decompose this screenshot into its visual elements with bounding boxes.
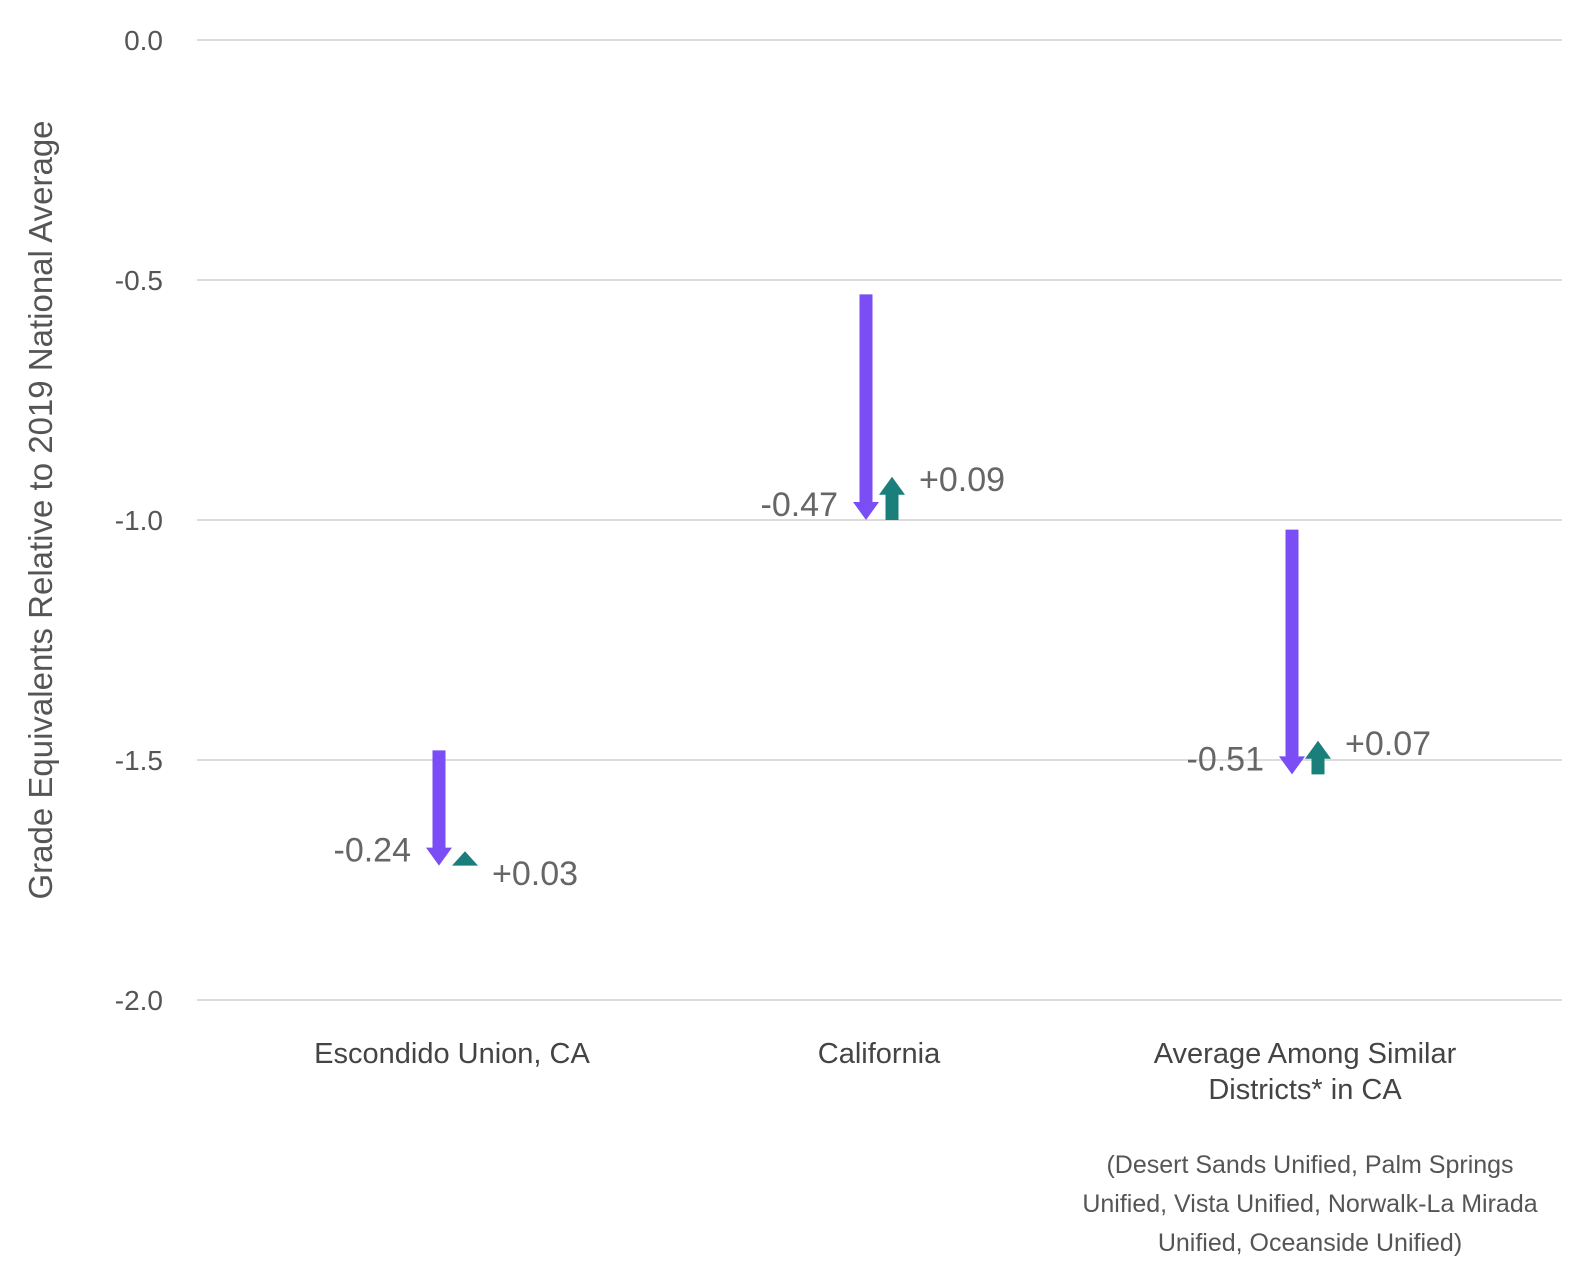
decline-arrow [1279,529,1305,775]
category-label: Escondido Union, CA [314,1038,590,1070]
recovery-value-label: +0.03 [492,855,578,893]
category-note-line: (Desert Sands Unified, Palm Springs [1106,1151,1513,1179]
decline-value-label: -0.24 [334,832,412,870]
category-label: Average Among Similar Districts* in CA [1154,1038,1457,1106]
recovery-arrow [1305,740,1331,775]
category-label: California [818,1038,941,1070]
y-tick-label: -1.0 [115,505,163,536]
recovery-value-label: +0.09 [919,461,1005,499]
y-axis-title: Grade Equivalents Relative to 2019 Natio… [22,120,59,899]
y-tick-label: -2.0 [115,985,163,1016]
y-tick-label: 0.0 [124,25,163,56]
gridlines [197,39,1562,1001]
decline-value-label: -0.47 [761,486,839,524]
recovery-value-label: +0.07 [1345,725,1431,763]
decline-arrow [426,750,452,866]
arrow-marks [426,294,1331,866]
decline-arrow [853,294,879,520]
category-note-line: Unified, Oceanside Unified) [1158,1229,1462,1257]
y-tick-label: -1.5 [115,745,163,776]
y-tick-label: -0.5 [115,265,163,296]
category-note: (Desert Sands Unified, Palm Springs Unifi… [1082,1151,1537,1257]
value-labels: -0.24 +0.03 -0.47 +0.09 -0.51 +0.07 [334,461,1432,893]
decline-value-label: -0.51 [1187,740,1265,778]
category-note-line: Unified, Vista Unified, Norwalk-La Mirad… [1082,1190,1537,1218]
recovery-arrow [879,476,905,520]
y-tick-labels: 0.0 -0.5 -1.0 -1.5 -2.0 [115,25,163,1016]
recovery-arrow [452,851,478,866]
category-labels: Escondido Union, CA California Average Amo… [314,1038,1456,1106]
